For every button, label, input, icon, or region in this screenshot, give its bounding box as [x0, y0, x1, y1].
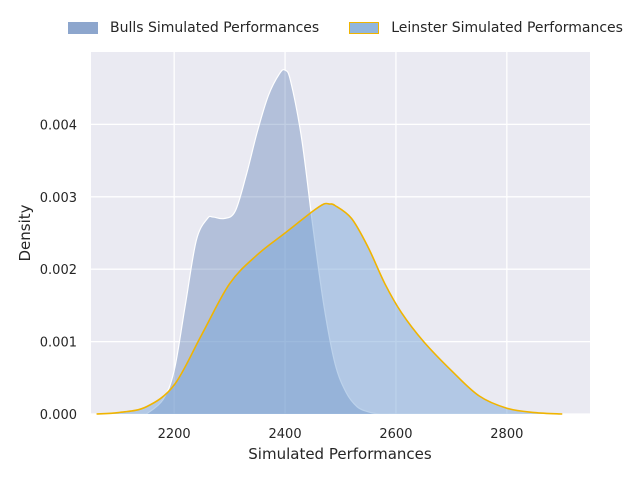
legend-item-leinster: Leinster Simulated Performances — [349, 20, 623, 36]
y-tick-label: 0.003 — [40, 191, 77, 206]
legend-item-bulls: Bulls Simulated Performances — [68, 20, 319, 36]
density-line-leinster — [96, 202, 563, 415]
x-axis-label: Simulated Performances — [248, 445, 432, 463]
legend-label-bulls: Bulls Simulated Performances — [110, 20, 320, 36]
x-tick-label: 2400 — [269, 427, 302, 442]
y-axis-label: Density — [16, 204, 34, 261]
density-area-leinster — [96, 203, 563, 414]
y-tick-labels: 0.000 0.001 0.002 0.003 0.004 — [40, 118, 77, 423]
y-tick-label: 0.001 — [40, 336, 77, 351]
y-tick-label: 0.002 — [40, 263, 77, 278]
y-tick-label: 0.000 — [40, 408, 77, 423]
legend: Bulls Simulated Performances Leinster Si… — [68, 20, 640, 36]
area-series-group — [96, 68, 563, 415]
x-tick-label: 2600 — [379, 427, 412, 442]
x-tick-labels: 2200 2400 2600 2800 — [158, 427, 524, 442]
y-tick-label: 0.004 — [40, 118, 77, 133]
legend-swatch-bulls — [68, 22, 98, 34]
x-tick-label: 2800 — [490, 427, 523, 442]
x-tick-label: 2200 — [158, 427, 191, 442]
legend-swatch-leinster — [349, 22, 380, 34]
legend-label-leinster: Leinster Simulated Performances — [391, 20, 623, 36]
